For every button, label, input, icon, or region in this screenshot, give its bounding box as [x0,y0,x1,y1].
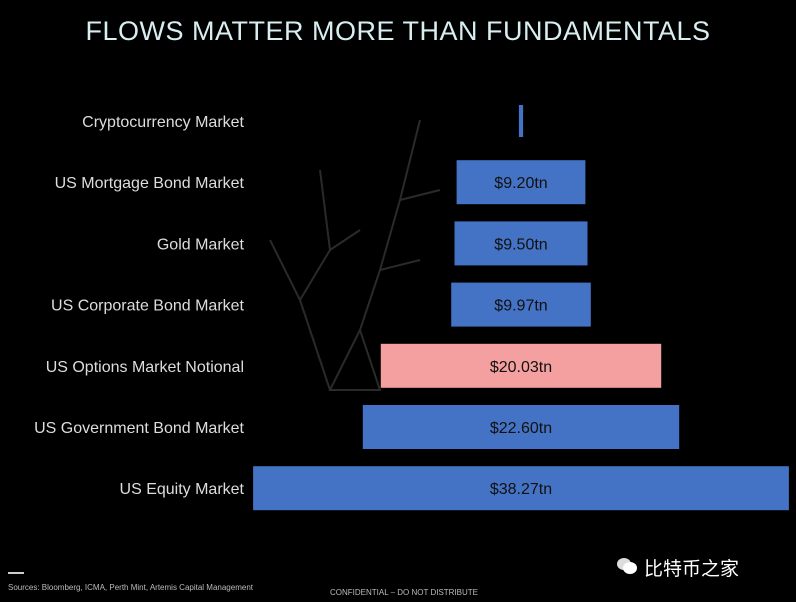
data-label: $9.20tn [494,175,547,192]
category-label: US Mortgage Bond Market [55,175,245,192]
data-label: $9.50tn [494,236,547,253]
bar [454,221,588,266]
category-label: US Corporate Bond Market [51,298,245,315]
category-label: US Government Bond Market [34,420,244,437]
deer-watermark-icon [269,119,441,391]
bar [451,282,591,327]
bar [253,466,789,511]
data-label: $9.97tn [494,298,547,315]
bar [362,405,680,449]
footer-divider [8,572,24,574]
sources-note: Sources: Bloomberg, ICMA, Perth Mint, Ar… [8,583,253,592]
category-label: US Options Market Notional [46,359,244,376]
data-label: $20.03tn [490,359,552,376]
watermark-text: 比特币之家 [644,558,740,580]
bar [380,343,662,388]
category-label: US Equity Market [120,481,245,498]
category-label: Gold Market [157,236,245,253]
wechat-icon [617,558,637,574]
chart-title: FLOWS MATTER MORE THAN FUNDAMENTALS [85,16,711,46]
bar [456,160,586,205]
category-label: Cryptocurrency Market [82,114,244,131]
data-label: $22.60tn [490,420,552,437]
bar [518,105,524,137]
confidential-note: CONFIDENTIAL – DO NOT DISTRIBUTE [330,588,479,597]
data-label: $38.27tn [490,481,552,498]
